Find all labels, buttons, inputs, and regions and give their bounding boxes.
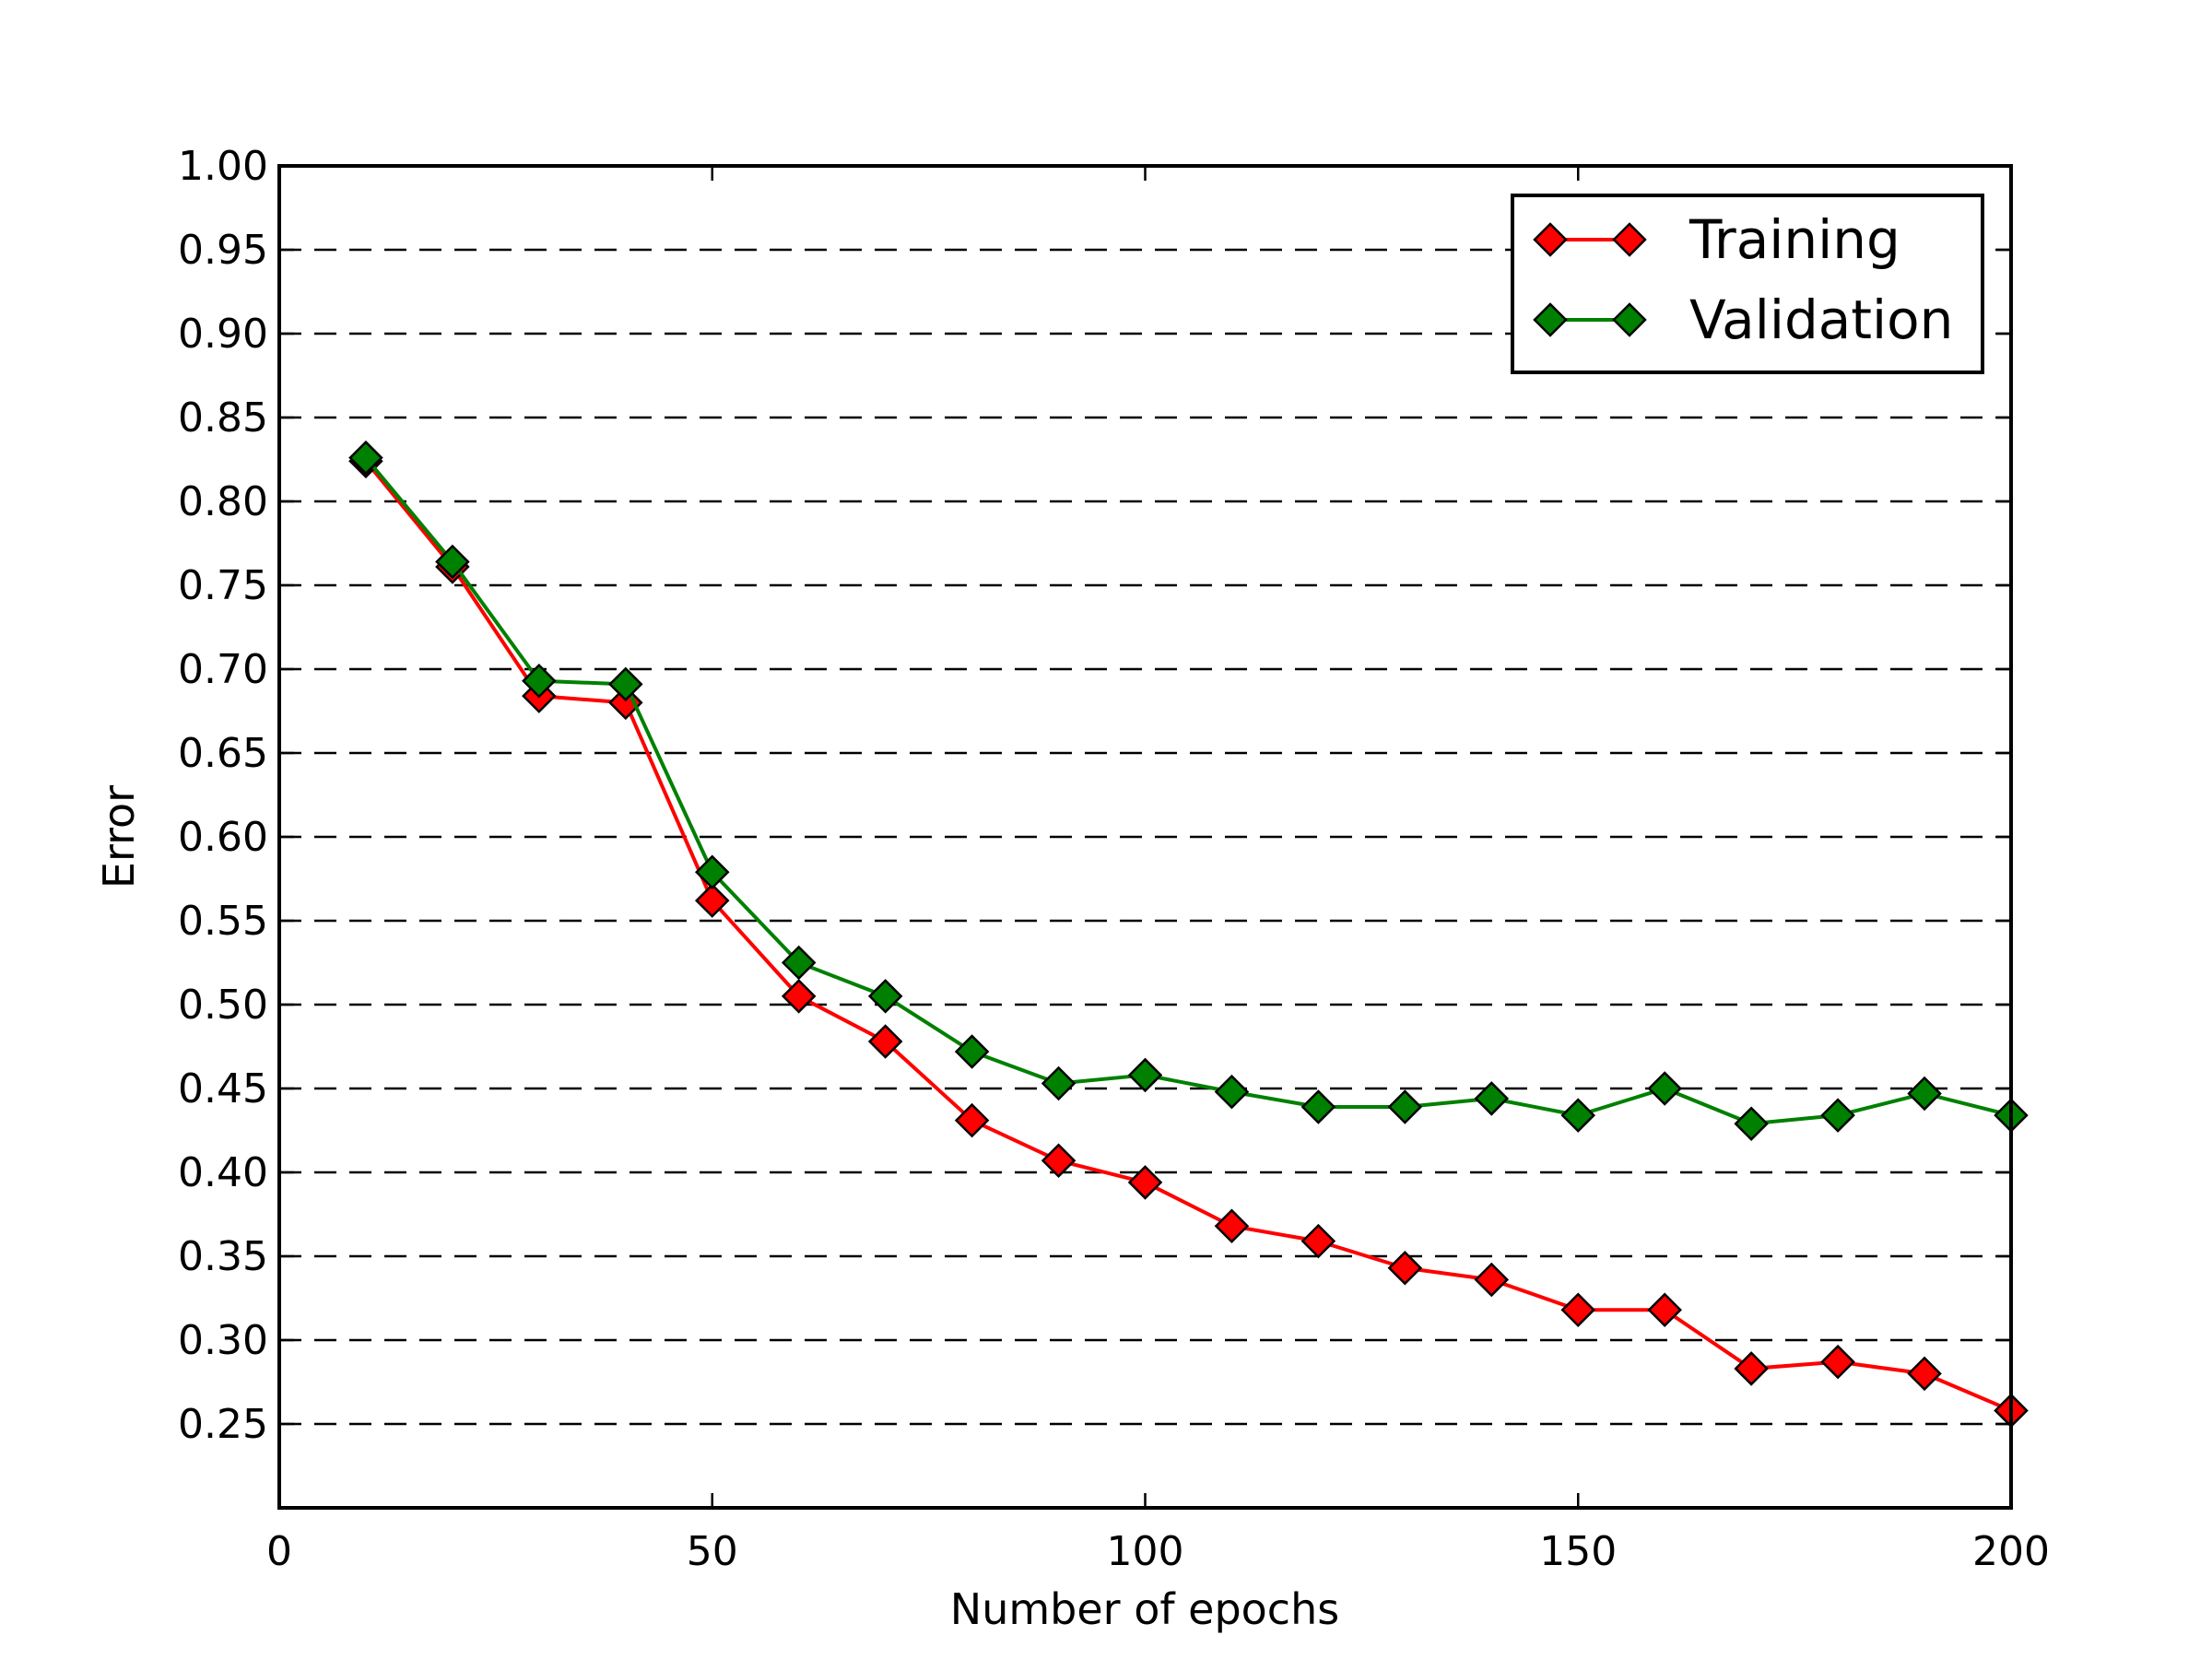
y-tick-labels: 0.25 0.30 0.35 0.40 0.45 0.50 0.55 0.60 0.65 0.70… xyxy=(178,143,268,1448)
y-axis-label: Error xyxy=(94,785,144,888)
data-point-training xyxy=(1734,1351,1769,1386)
data-point-training xyxy=(1474,1262,1510,1298)
x-tick-label: 200 xyxy=(1972,1528,2050,1575)
series-line-training xyxy=(364,460,2012,1413)
legend-marker-training-left xyxy=(1533,222,1568,257)
data-point-validation xyxy=(1560,1098,1596,1133)
y-tick-label: 0.95 xyxy=(178,227,268,274)
data-point-training xyxy=(1041,1143,1077,1179)
axis-ticks xyxy=(277,164,2013,1508)
data-point-validation xyxy=(348,440,383,476)
y-tick-label: 0.50 xyxy=(178,982,268,1029)
data-point-validation xyxy=(1127,1057,1163,1093)
series-line-validation xyxy=(364,456,2012,1126)
data-point-validation xyxy=(1820,1098,1855,1133)
data-point-validation xyxy=(954,1034,990,1069)
data-point-validation xyxy=(1474,1081,1510,1116)
data-point-validation xyxy=(522,663,557,699)
y-tick-label: 0.25 xyxy=(178,1401,268,1448)
legend-marker-validation-right xyxy=(1612,302,1647,337)
data-point-validation xyxy=(608,666,643,702)
y-tick-label: 0.75 xyxy=(178,562,268,609)
data-point-training xyxy=(954,1102,990,1138)
x-axis-label: Number of epochs xyxy=(950,1584,1339,1634)
data-point-training xyxy=(1820,1344,1855,1380)
legend-label-validation: Validation xyxy=(1689,288,1953,351)
data-point-training xyxy=(694,883,730,918)
legend-marker-training-right xyxy=(1612,222,1647,257)
y-tick-label: 0.45 xyxy=(178,1065,268,1112)
y-tick-label: 0.40 xyxy=(178,1149,268,1196)
data-point-training xyxy=(1127,1165,1163,1200)
data-point-training xyxy=(867,1024,903,1059)
data-point-validation xyxy=(1300,1089,1336,1124)
data-point-validation xyxy=(435,544,470,580)
y-tick-label: 0.55 xyxy=(178,898,268,945)
y-tick-label: 0.60 xyxy=(178,814,268,861)
y-tick-label: 1.00 xyxy=(178,143,268,190)
data-point-training xyxy=(1647,1292,1682,1328)
data-point-training xyxy=(781,979,817,1014)
series-validation xyxy=(348,440,2029,1141)
x-tick-label: 150 xyxy=(1539,1528,1617,1575)
y-tick-label: 0.80 xyxy=(178,478,268,525)
x-tick-labels: 0 50 100 150 200 xyxy=(266,1528,2050,1575)
data-point-validation xyxy=(1214,1074,1250,1110)
x-tick-label: 100 xyxy=(1107,1528,1184,1575)
data-point-validation xyxy=(694,854,730,889)
legend-entry-training: Training xyxy=(1533,208,1900,271)
data-point-training xyxy=(1907,1356,1942,1392)
x-tick-label: 50 xyxy=(687,1528,738,1575)
data-point-validation xyxy=(867,979,903,1014)
data-point-training xyxy=(1214,1208,1250,1244)
data-point-validation xyxy=(1907,1076,1942,1112)
legend-box xyxy=(1511,194,1984,374)
data-point-training xyxy=(608,685,643,721)
legend-marker-validation-left xyxy=(1533,302,1568,337)
series-training xyxy=(348,443,2029,1429)
data-point-validation xyxy=(1041,1065,1077,1101)
legend: Training Validation xyxy=(1511,194,1984,374)
data-point-validation xyxy=(1734,1106,1769,1141)
series-layer xyxy=(348,440,2029,1429)
data-point-validation xyxy=(1387,1089,1423,1124)
data-point-training xyxy=(1387,1250,1423,1286)
y-tick-label: 0.70 xyxy=(178,646,268,693)
y-tick-label: 0.90 xyxy=(178,311,268,358)
y-tick-label: 0.85 xyxy=(178,394,268,441)
x-tick-label: 0 xyxy=(266,1528,292,1575)
data-point-validation xyxy=(1647,1071,1682,1106)
legend-entry-validation: Validation xyxy=(1533,288,1953,351)
data-point-training xyxy=(1560,1292,1596,1328)
data-point-training xyxy=(1300,1223,1336,1259)
y-tick-label: 0.65 xyxy=(178,730,268,777)
y-tick-label: 0.30 xyxy=(178,1317,268,1364)
y-tick-label: 0.35 xyxy=(178,1233,268,1280)
legend-label-training: Training xyxy=(1688,208,1900,271)
data-point-validation xyxy=(781,945,817,981)
